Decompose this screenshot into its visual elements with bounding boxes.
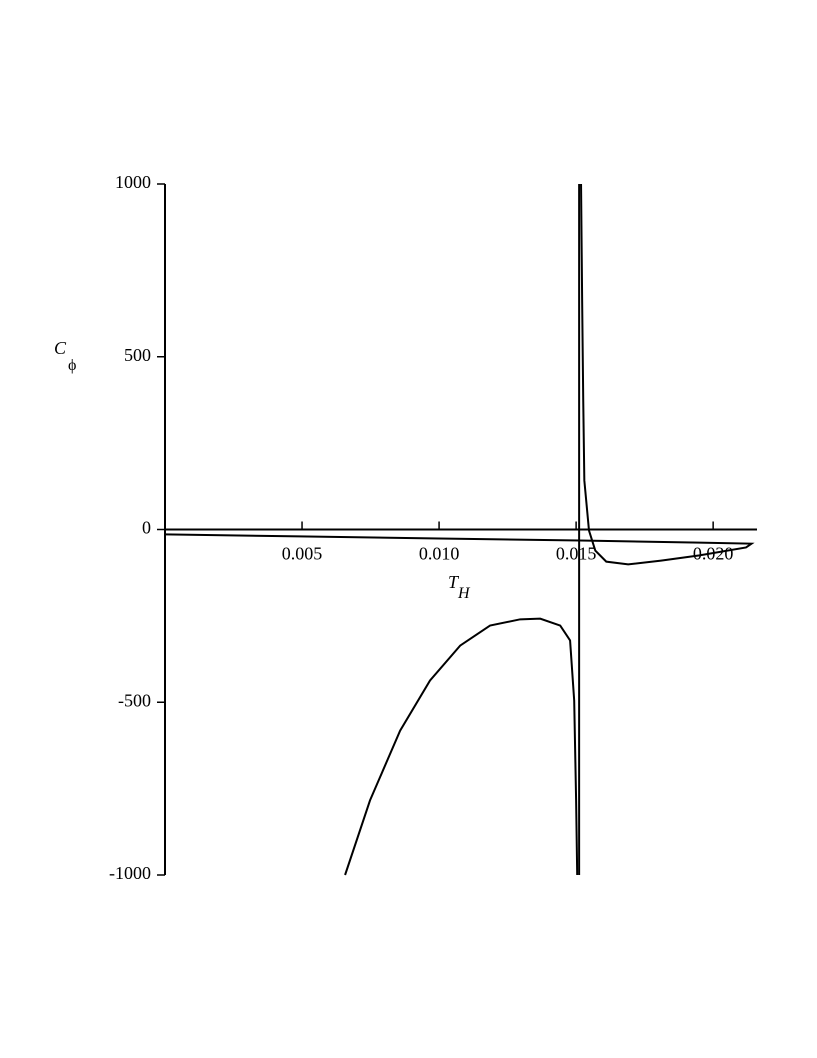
y-tick-label: 1000 [115,172,151,192]
x-axis-label: TH [448,572,471,602]
x-tick-label: 0.005 [282,544,323,564]
x-tick-label: 0.010 [419,544,460,564]
y-tick-label: -500 [118,690,151,710]
y-tick-label: 500 [124,345,151,365]
y-tick-label: 0 [142,518,151,538]
y-tick-label: -1000 [109,863,151,883]
curve [344,617,579,876]
y-axis-label: Cϕ [54,338,76,374]
curve [164,183,755,566]
x-tick-label: 0.015 [556,544,597,564]
